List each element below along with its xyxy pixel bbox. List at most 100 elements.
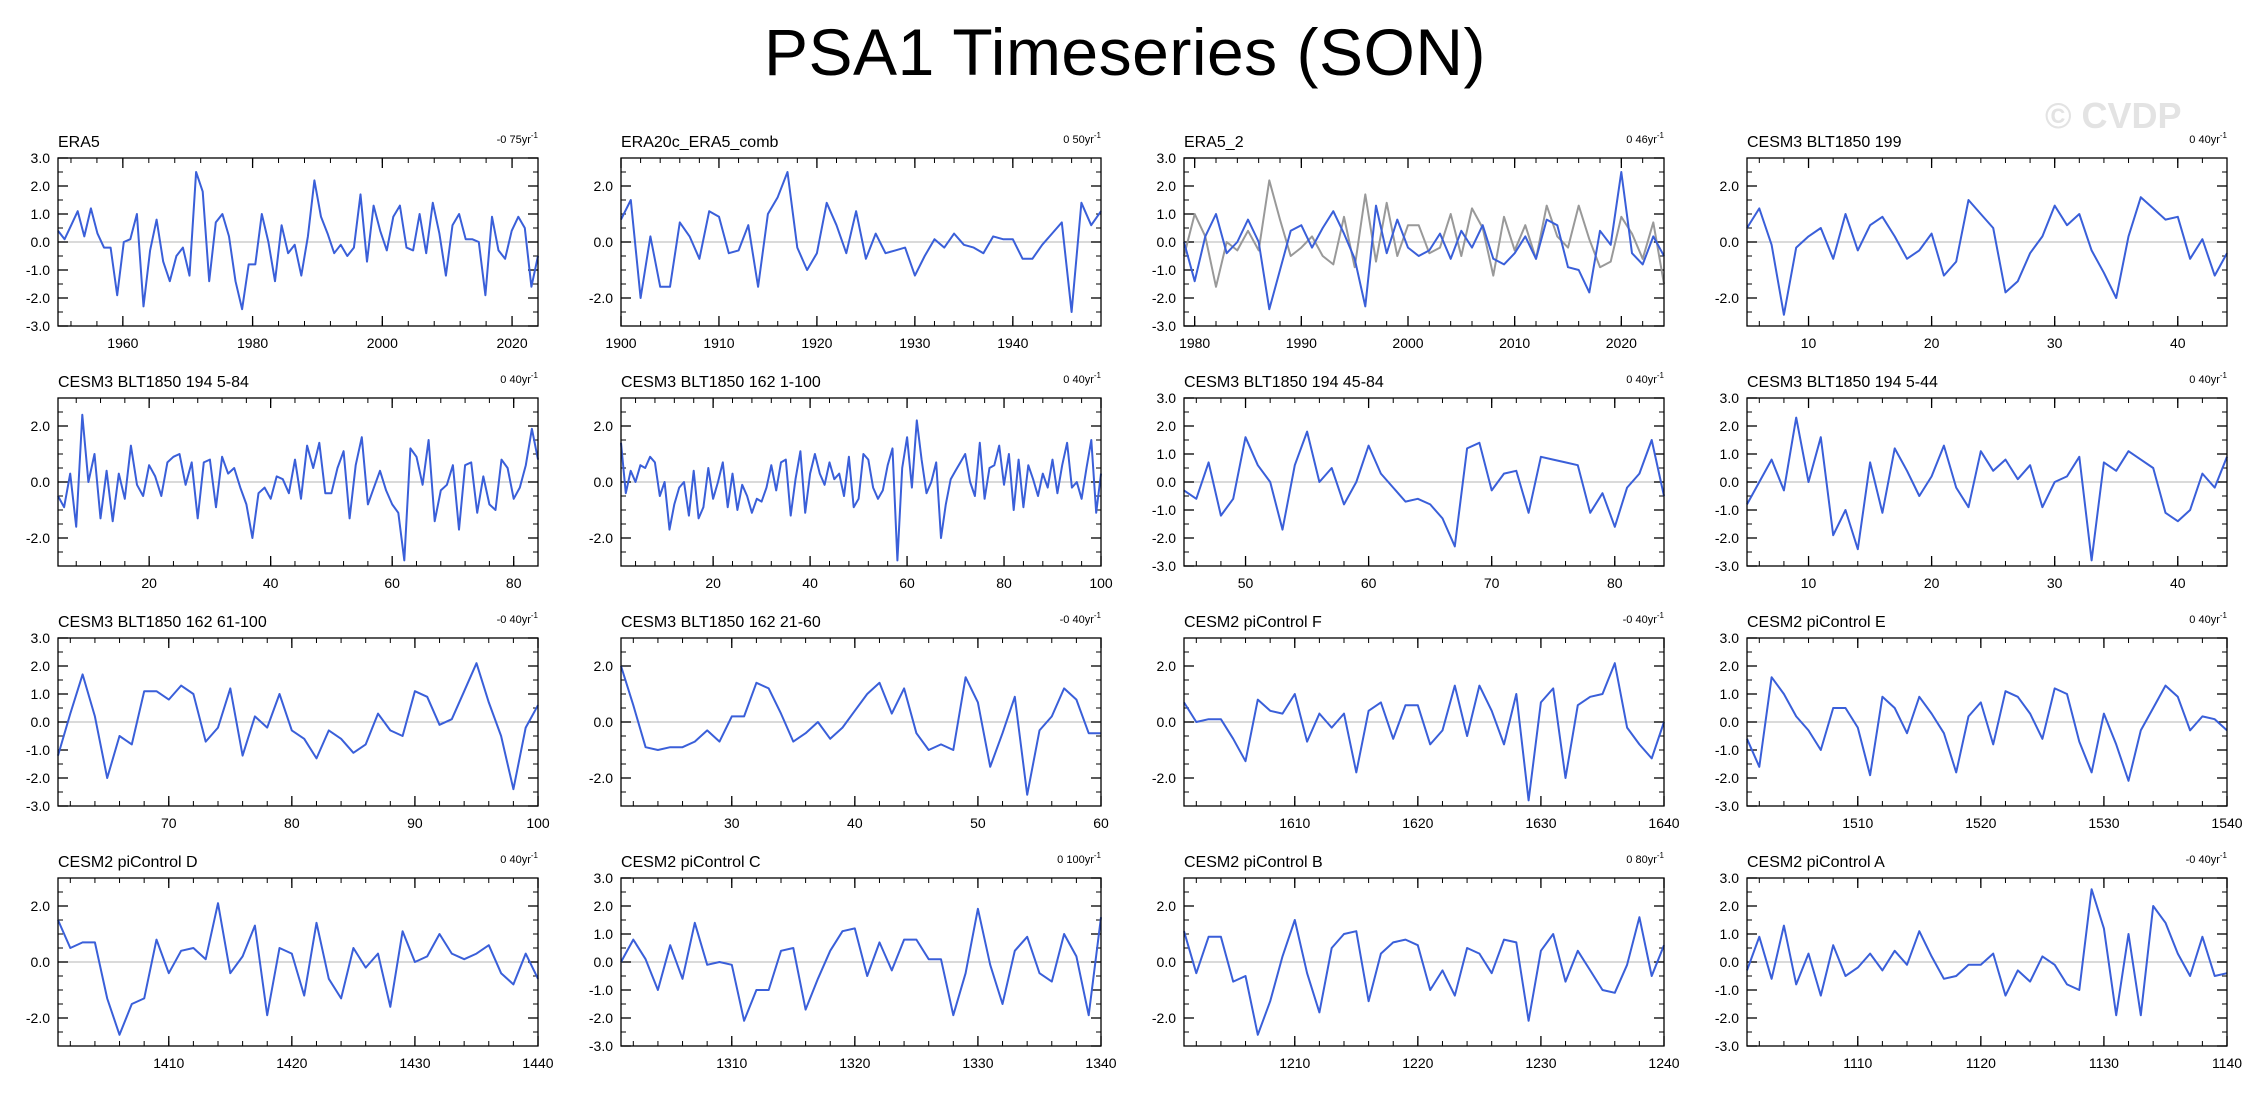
x-tick-label: 1320	[839, 1055, 870, 1071]
plot-frame	[1183, 157, 1665, 327]
trend-label: -0 75yr-1	[497, 131, 539, 146]
panel-3: ERA5_2 0 46yr-1 1980 1990 2000 2010 2020 3.0 2.0…	[1152, 131, 1665, 351]
x-tick-label: 30	[724, 815, 740, 831]
x-tick-label: 1230	[1525, 1055, 1556, 1071]
y-tick-label: 2.0	[1157, 418, 1177, 434]
x-tick-label: 40	[263, 575, 279, 591]
panel-title: CESM3 BLT1850 162 61-100	[58, 614, 267, 631]
trend-label: 0 100yr-1	[1057, 851, 1101, 866]
series-line	[57, 662, 539, 791]
panel-title: ERA20c_ERA5_comb	[621, 134, 779, 151]
panel-9: CESM3 BLT1850 162 61-100 -0 40yr-1 70 80 90 1…	[26, 611, 550, 831]
plot-frame	[1746, 637, 2228, 807]
x-tick-label: 1530	[2088, 815, 2119, 831]
panel-title: CESM3 BLT1850 194 5-84	[58, 374, 249, 391]
y-tick-label: 3.0	[31, 630, 51, 646]
y-tick-label: 0.0	[1720, 954, 1740, 970]
y-tick-label: -3.0	[1152, 318, 1176, 334]
panel-title: CESM3 BLT1850 194 45-84	[1184, 374, 1384, 391]
panel-title: CESM2 piControl C	[621, 854, 761, 871]
x-tick-label: 60	[384, 575, 400, 591]
y-tick-label: -2.0	[1152, 290, 1176, 306]
y-tick-label: 3.0	[1157, 390, 1177, 406]
panel-title: CESM2 piControl A	[1747, 854, 1885, 871]
x-tick-label: 1340	[1085, 1055, 1116, 1071]
y-tick-label: 1.0	[31, 686, 51, 702]
x-tick-label: 1960	[107, 335, 138, 351]
panel-title: CESM2 piControl F	[1184, 614, 1322, 631]
x-tick-label: 1900	[605, 335, 636, 351]
plot-frame	[1746, 397, 2228, 567]
panel-title: ERA5_2	[1184, 134, 1244, 151]
series-line	[1183, 916, 1665, 1036]
y-tick-label: 0.0	[1157, 474, 1177, 490]
x-tick-label: 1920	[801, 335, 832, 351]
x-tick-label: 80	[996, 575, 1012, 591]
y-tick-label: 0.0	[1720, 234, 1740, 250]
y-tick-label: -2.0	[1715, 1010, 1739, 1026]
y-tick-label: 0.0	[594, 954, 614, 970]
panel-16: CESM2 piControl A -0 40yr-1 1110 1120 1130 11…	[1715, 851, 2242, 1071]
trend-label: 0 40yr-1	[2189, 371, 2227, 386]
y-tick-label: 0.0	[1157, 234, 1177, 250]
x-tick-label: 40	[802, 575, 818, 591]
x-tick-label: 60	[1361, 575, 1377, 591]
x-tick-label: 20	[141, 575, 157, 591]
y-tick-label: 1.0	[594, 926, 614, 942]
series-line	[1746, 888, 2228, 1017]
trend-label: 0 40yr-1	[1626, 371, 1664, 386]
x-tick-label: 1980	[1179, 335, 1210, 351]
panel-title: ERA5	[58, 134, 100, 151]
x-tick-label: 2020	[1606, 335, 1637, 351]
x-tick-label: 1430	[399, 1055, 430, 1071]
x-tick-label: 1140	[2212, 1055, 2242, 1071]
x-tick-label: 2000	[1392, 335, 1423, 351]
trend-label: -0 40yr-1	[2186, 851, 2228, 866]
x-tick-label: 80	[1607, 575, 1623, 591]
y-tick-label: -2.0	[26, 290, 50, 306]
series-line-secondary	[1183, 179, 1665, 288]
x-tick-label: 1330	[962, 1055, 993, 1071]
series-line	[1183, 662, 1665, 802]
panel-title: CESM2 piControl B	[1184, 854, 1323, 871]
y-tick-label: -2.0	[1715, 770, 1739, 786]
plot-frame	[57, 157, 539, 327]
y-tick-label: -1.0	[1152, 262, 1176, 278]
watermark: © CVDP	[2045, 95, 2182, 136]
x-tick-label: 1410	[153, 1055, 184, 1071]
x-tick-label: 1420	[276, 1055, 307, 1071]
series-line	[57, 171, 539, 311]
series-line	[620, 907, 1102, 1022]
panel-15: CESM2 piControl B 0 80yr-1 1210 1220 1230 124…	[1152, 851, 1680, 1071]
y-tick-label: -2.0	[26, 770, 50, 786]
trend-label: 0 50yr-1	[1063, 131, 1101, 146]
x-tick-label: 1240	[1648, 1055, 1679, 1071]
x-tick-label: 20	[1924, 575, 1940, 591]
panel-4: CESM3 BLT1850 199 0 40yr-1 10 20 30 40 2.0 0.0 -…	[1715, 131, 2228, 351]
y-tick-label: 1.0	[1157, 446, 1177, 462]
y-tick-label: 2.0	[31, 178, 51, 194]
plot-frame	[57, 637, 539, 807]
series-line	[620, 171, 1102, 313]
x-tick-label: 60	[899, 575, 915, 591]
x-tick-label: 30	[2047, 575, 2063, 591]
plot-frame	[57, 877, 539, 1047]
x-tick-label: 1130	[2089, 1055, 2119, 1071]
x-tick-label: 1930	[899, 335, 930, 351]
y-tick-label: -1.0	[26, 262, 50, 278]
trend-label: -0 40yr-1	[1060, 611, 1102, 626]
y-tick-label: -1.0	[1715, 742, 1739, 758]
x-tick-label: 1110	[1843, 1055, 1872, 1071]
x-tick-label: 20	[1924, 335, 1940, 351]
x-tick-label: 1310	[716, 1055, 747, 1071]
y-tick-label: -1.0	[1715, 502, 1739, 518]
y-tick-label: -1.0	[26, 742, 50, 758]
y-tick-label: -2.0	[589, 290, 613, 306]
plot-frame	[620, 877, 1102, 1047]
plot-frame	[1746, 877, 2228, 1047]
series-line	[57, 902, 539, 1036]
y-tick-label: 2.0	[594, 418, 614, 434]
y-tick-label: 1.0	[1720, 446, 1740, 462]
panel-2: ERA20c_ERA5_comb 0 50yr-1 1900 1910 1920 1930…	[589, 131, 1102, 351]
